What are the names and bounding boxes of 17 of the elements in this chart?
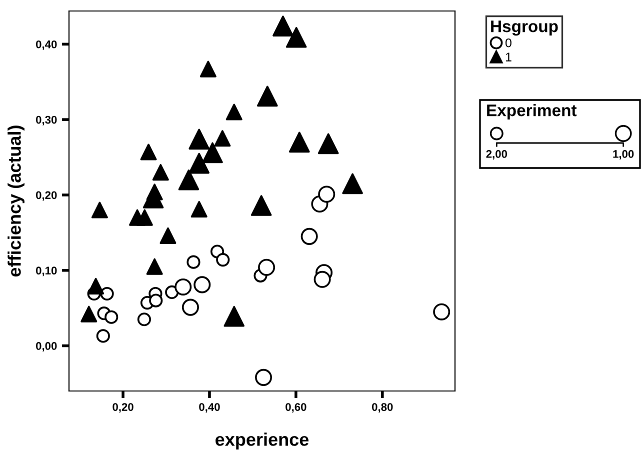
y-tick-label: 0,40: [36, 40, 57, 50]
x-tick-label: 0,20: [112, 403, 134, 413]
y-tick-label: 0,20: [36, 191, 57, 201]
legend-label: 1: [506, 52, 512, 62]
y-tick-label: 0,10: [36, 266, 57, 276]
y-axis-title: efficiency (actual): [8, 126, 24, 277]
y-tick-label: 0,30: [36, 116, 57, 126]
legend-label: 2,00: [486, 150, 508, 160]
x-axis-title: experience: [216, 432, 309, 450]
y-tick-label: 0,00: [36, 342, 57, 352]
legend-label: 0: [505, 38, 512, 48]
text: Experiment: [487, 104, 577, 120]
x-tick-label: 0,60: [286, 403, 306, 413]
legend-title: Hsgroup: [491, 20, 558, 36]
x-tick-label: 0,80: [372, 403, 393, 413]
x-tick-label: 0,40: [199, 403, 220, 413]
legend-label: 1,00: [613, 150, 634, 160]
